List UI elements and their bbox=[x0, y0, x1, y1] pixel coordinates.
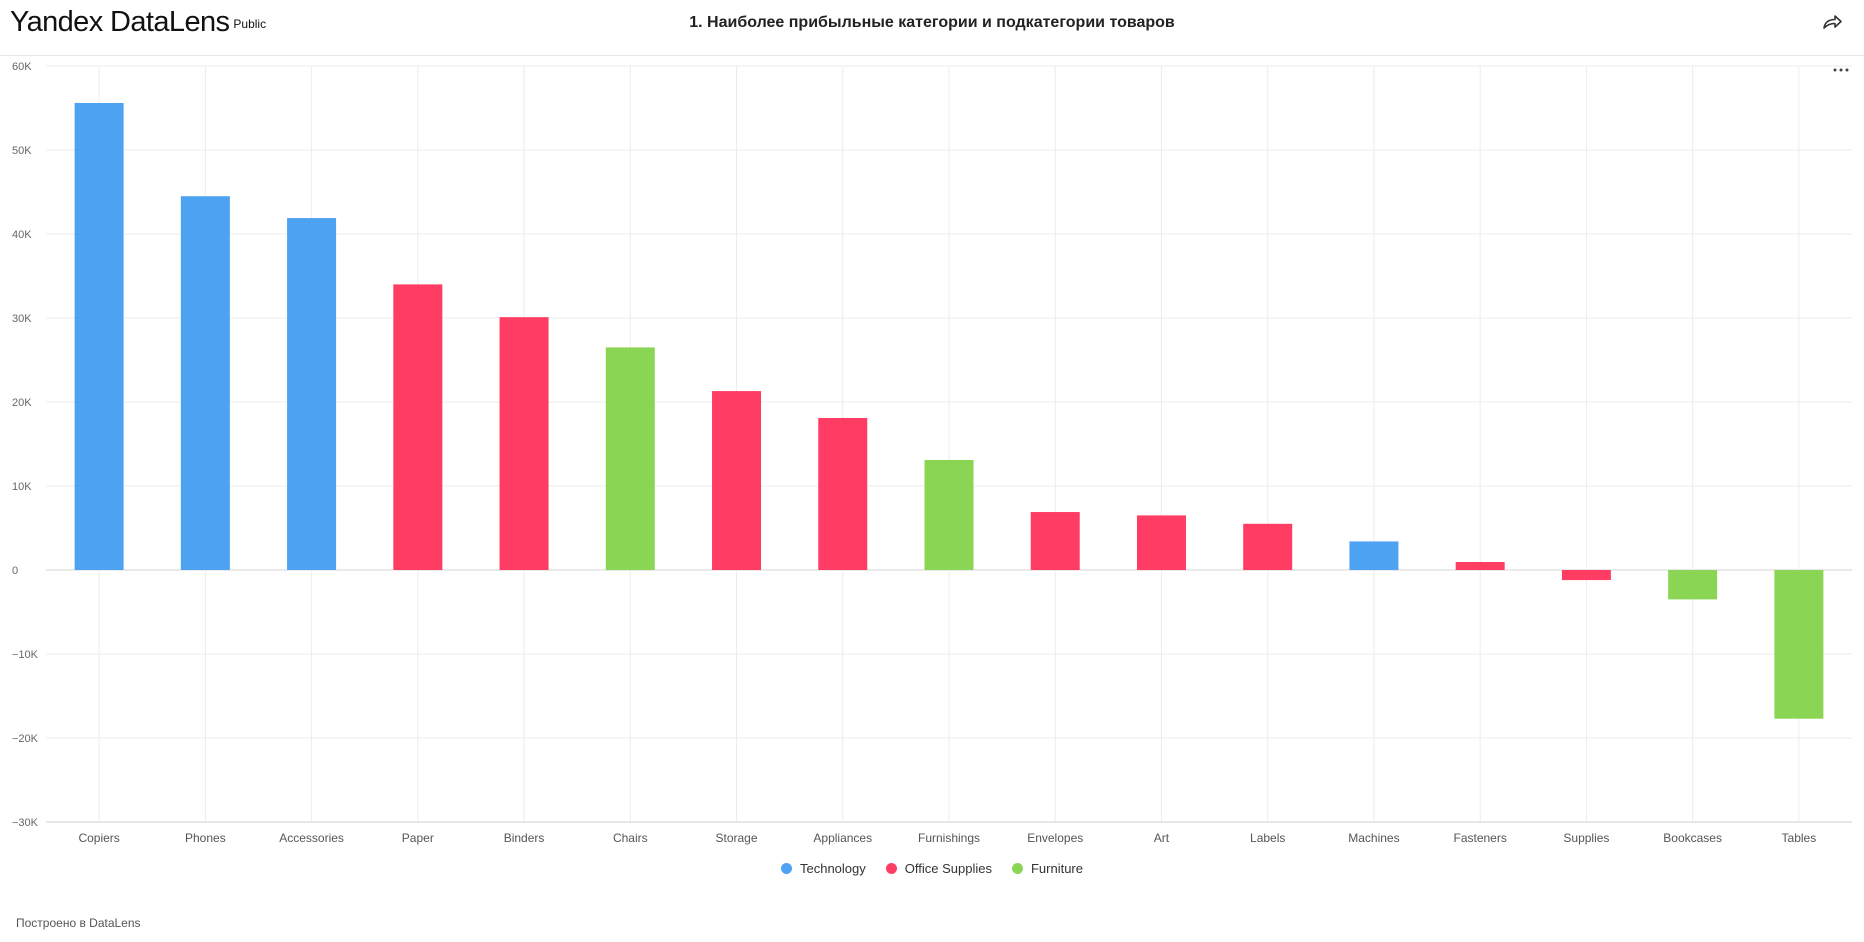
legend-item[interactable]: Office Supplies bbox=[885, 861, 992, 876]
app-header: Yandex DataLens Public 1. Наиболее прибыл… bbox=[0, 0, 1864, 56]
bar-labels bbox=[1243, 523, 1293, 570]
logo-text: Yandex DataLens bbox=[10, 6, 230, 38]
bar-tables bbox=[1774, 570, 1824, 719]
x-tick-label: Furnishings bbox=[918, 831, 980, 845]
x-tick-label: Machines bbox=[1348, 831, 1399, 845]
y-tick-label: 20K bbox=[12, 397, 32, 409]
bar-chart: 60K 50K 40K 30K 20K 10K 0 −10K −20K −30K Copiers Ph… bbox=[12, 61, 1852, 845]
x-tick-label: Labels bbox=[1250, 831, 1285, 845]
x-tick-label: Envelopes bbox=[1027, 831, 1083, 845]
x-tick-label: Copiers bbox=[78, 831, 119, 845]
footer-credit: Построено в DataLens bbox=[16, 916, 141, 930]
x-tick-label: Tables bbox=[1782, 831, 1817, 845]
y-tick-label: 60K bbox=[12, 61, 32, 73]
more-dots-icon[interactable] bbox=[1830, 62, 1852, 78]
y-tick-label: 40K bbox=[12, 229, 32, 241]
legend-label: Office Supplies bbox=[904, 861, 992, 876]
legend-dot-icon bbox=[885, 863, 897, 874]
x-tick-label: Fasteners bbox=[1453, 831, 1506, 845]
bar-furnishings bbox=[924, 459, 974, 570]
bar-art bbox=[1136, 515, 1186, 570]
bar-copiers bbox=[74, 102, 124, 571]
x-tick-label: Art bbox=[1154, 831, 1170, 845]
x-tick-label: Binders bbox=[504, 831, 545, 845]
bar-bookcases bbox=[1668, 570, 1718, 600]
y-tick-label: 30K bbox=[12, 313, 32, 325]
legend-dot-icon bbox=[1011, 863, 1023, 874]
chart-legend: Technology Office Supplies Furniture bbox=[0, 861, 1864, 876]
legend-label: Technology bbox=[799, 861, 866, 876]
chart-title: 1. Наиболее прибыльные категории и подка… bbox=[689, 14, 1175, 31]
y-tick-label: −20K bbox=[12, 733, 39, 745]
bar-supplies bbox=[1561, 570, 1611, 581]
bar-fasteners bbox=[1455, 562, 1505, 570]
y-tick-label: −10K bbox=[12, 649, 39, 661]
app-logo[interactable]: Yandex DataLens Public bbox=[10, 4, 266, 40]
legend-item[interactable]: Furniture bbox=[1011, 861, 1083, 876]
x-tick-label: Phones bbox=[185, 831, 226, 845]
x-tick-label: Bookcases bbox=[1663, 831, 1722, 845]
legend-dot-icon bbox=[780, 863, 792, 874]
share-icon[interactable] bbox=[1820, 10, 1844, 34]
y-tick-label: 0 bbox=[12, 565, 18, 577]
bar-accessories bbox=[287, 218, 337, 571]
bar-chairs bbox=[605, 347, 655, 570]
x-tick-label: Chairs bbox=[613, 831, 648, 845]
x-tick-label: Paper bbox=[402, 831, 434, 845]
x-tick-label: Storage bbox=[716, 831, 758, 845]
y-tick-label: 50K bbox=[12, 145, 32, 157]
bar-phones bbox=[180, 196, 230, 570]
bar-binders bbox=[499, 317, 549, 570]
x-tick-label: Accessories bbox=[279, 831, 344, 845]
bar-paper bbox=[393, 284, 443, 570]
bar-machines bbox=[1349, 541, 1399, 570]
public-badge: Public bbox=[233, 17, 267, 31]
x-tick-label: Supplies bbox=[1563, 831, 1609, 845]
bar-appliances bbox=[818, 417, 868, 570]
y-tick-label: −30K bbox=[12, 817, 39, 829]
bar-envelopes bbox=[1030, 512, 1080, 570]
bar-storage bbox=[712, 391, 762, 570]
legend-label: Furniture bbox=[1030, 861, 1083, 876]
y-tick-label: 10K bbox=[12, 481, 32, 493]
x-tick-label: Appliances bbox=[813, 831, 872, 845]
legend-item[interactable]: Technology bbox=[780, 861, 866, 876]
